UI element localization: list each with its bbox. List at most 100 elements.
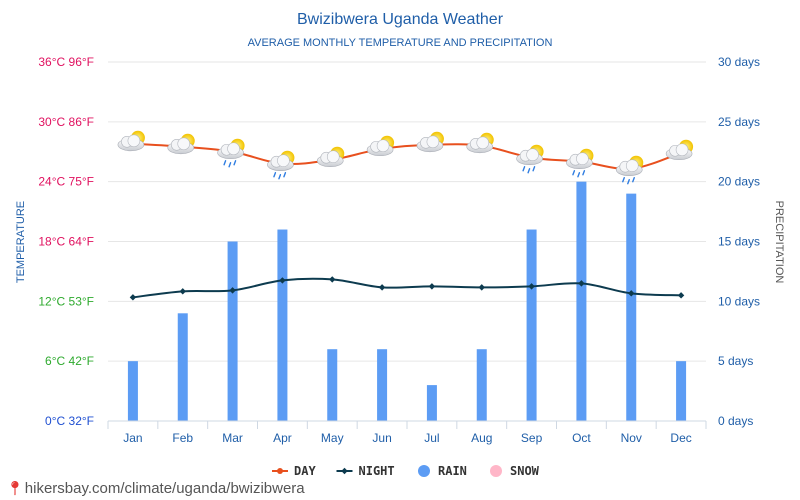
night-point (378, 284, 386, 291)
sun-cloud-rain-icon (217, 138, 245, 168)
cloud-puff (227, 142, 240, 156)
right-axis-title: PRECIPITATION (773, 201, 785, 284)
night-point (428, 283, 436, 290)
sun-cloud-icon (167, 133, 195, 155)
source-url: hikersbay.com/climate/uganda/bwizibwera (24, 480, 305, 497)
rain-bar (177, 313, 188, 421)
temperature-lines (129, 141, 685, 301)
cloud-puff (476, 136, 490, 150)
sun-cloud-icon (117, 130, 145, 152)
night-point (329, 276, 336, 283)
night-point (229, 287, 236, 294)
sun-cloud-rain-icon (267, 150, 295, 180)
month-label: Sep (521, 431, 543, 445)
sun-cloud-rain-icon (516, 144, 544, 174)
night-point (129, 294, 137, 301)
raindrop (622, 177, 625, 183)
rain-bar (277, 229, 288, 421)
legend-item-rain: RAIN (418, 464, 467, 478)
cloud-puff (326, 150, 340, 164)
legend-label: RAIN (438, 464, 467, 478)
month-label: Oct (572, 431, 591, 445)
weather-icons (117, 130, 694, 185)
left-tick-label: 18°C 64°F (38, 235, 94, 249)
left-tick-label: 12°C 53°F (38, 294, 94, 308)
cloud-puff (576, 152, 589, 166)
rain-bar (676, 361, 687, 421)
night-point (478, 284, 485, 291)
month-label: May (321, 431, 344, 445)
legend-label: DAY (294, 464, 316, 478)
sun-cloud-icon (466, 132, 494, 154)
rain-bar (526, 229, 537, 421)
right-tick-label: 25 days (718, 115, 760, 129)
raindrop (283, 172, 287, 178)
night-point (677, 292, 685, 299)
grid-lines (108, 61, 706, 422)
month-label: Jun (372, 431, 391, 445)
legend-label: SNOW (510, 464, 540, 478)
raindrop (632, 177, 635, 183)
cloud-puff (426, 135, 440, 149)
month-label: Jan (123, 431, 142, 445)
sun-cloud-icon (316, 146, 345, 168)
month-label: Nov (621, 431, 642, 445)
sun-cloud-icon (366, 135, 395, 157)
month-label: Apr (273, 431, 292, 445)
rain-bar (476, 349, 487, 421)
cloud-puff (127, 134, 141, 148)
legend-item-day: DAY (272, 464, 316, 478)
legend-swatch (418, 465, 430, 477)
left-tick-label: 24°C 75°F (38, 175, 94, 189)
day-line (132, 142, 682, 170)
rain-bar (127, 361, 138, 421)
right-tick-label: 15 days (718, 235, 760, 249)
legend-marker (277, 468, 283, 474)
raindrop (278, 174, 282, 180)
cloud-puff (376, 139, 390, 153)
cloud-puff (277, 154, 290, 168)
night-point (578, 280, 585, 287)
right-tick-label: 5 days (718, 354, 753, 368)
raindrop (527, 168, 531, 174)
left-axis-title: TEMPERATURE (15, 201, 27, 283)
sun-cloud-rain-icon (615, 155, 644, 185)
left-tick-label: 6°C 42°F (45, 354, 94, 368)
sun-cloud-icon (416, 131, 444, 153)
raindrop (273, 172, 277, 178)
sun-cloud-icon (665, 139, 694, 161)
raindrop (627, 179, 630, 185)
map-pin-icon: 📍︎ (6, 480, 24, 496)
legend-marker (341, 467, 348, 475)
legend-item-night: NIGHT (336, 464, 395, 478)
raindrop (228, 162, 232, 168)
month-label: Mar (222, 431, 243, 445)
rain-bar (426, 385, 437, 421)
night-point (279, 277, 286, 284)
source-footer[interactable]: 📍︎hikersbay.com/climate/uganda/bwizibwer… (6, 480, 305, 497)
legend: DAY NIGHT RAIN SNOW (272, 464, 540, 478)
rain-bar (626, 193, 637, 421)
night-point (179, 288, 186, 295)
left-tick-label: 30°C 86°F (38, 115, 94, 129)
cloud-puff (526, 148, 539, 162)
raindrop (577, 172, 581, 178)
night-point (528, 283, 535, 290)
axes: 0°C 32°F 6°C 42°F 12°C 53°F 18°C 64°F 24°C 7… (38, 55, 760, 445)
chart-subtitle: AVERAGE MONTHLY TEMPERATURE AND PRECIPIT… (248, 37, 553, 49)
raindrop (532, 166, 536, 172)
raindrop (233, 160, 237, 166)
right-tick-label: 20 days (718, 175, 760, 189)
legend-swatch (490, 465, 502, 477)
left-tick-label: 0°C 32°F (45, 414, 94, 428)
sun-cloud-rain-icon (566, 148, 594, 178)
raindrop (582, 170, 586, 176)
month-label: Aug (471, 431, 492, 445)
night-point (628, 290, 635, 297)
month-label: Jul (424, 431, 439, 445)
night-line (132, 277, 682, 299)
right-tick-label: 30 days (718, 55, 760, 69)
cloud-puff (675, 143, 689, 157)
right-tick-label: 0 days (718, 414, 753, 428)
